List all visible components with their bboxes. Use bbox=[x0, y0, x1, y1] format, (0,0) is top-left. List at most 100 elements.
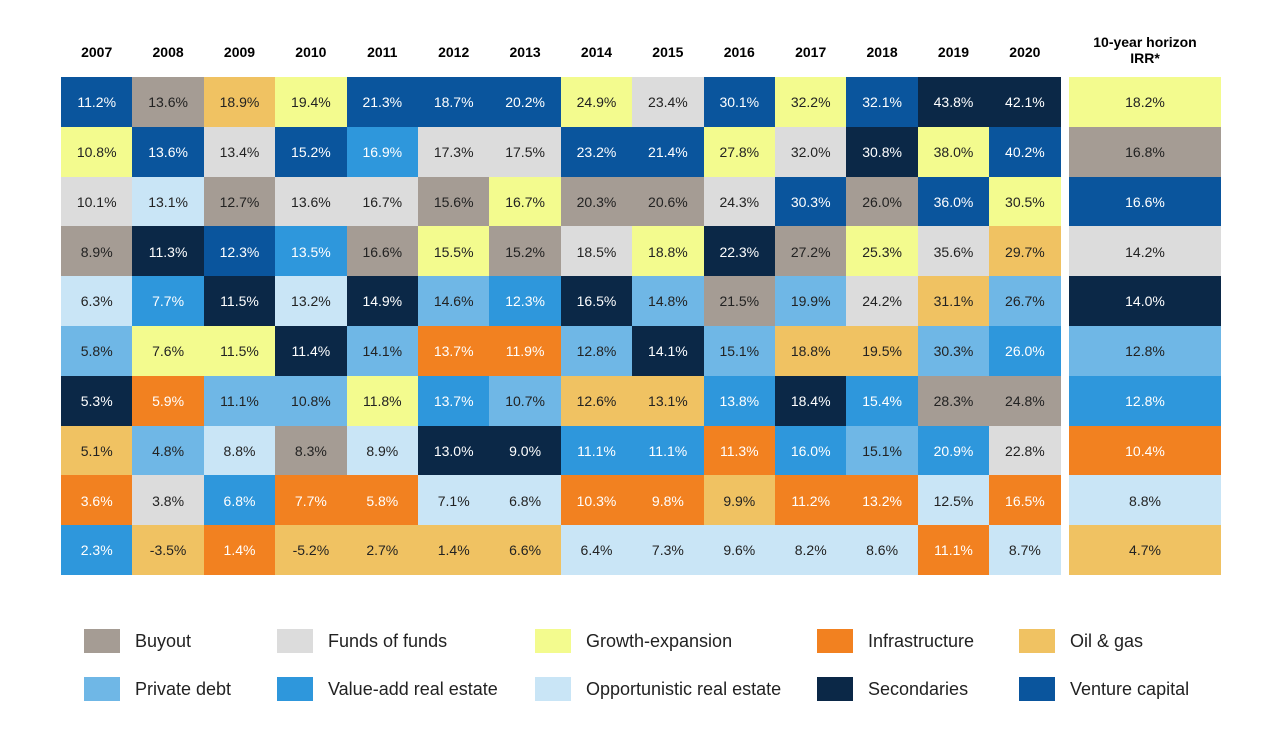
value-label: 16.6% bbox=[362, 243, 403, 260]
return-cell: 8.9% bbox=[61, 226, 133, 277]
value-label: 1.4% bbox=[437, 542, 470, 559]
value-label: 27.8% bbox=[719, 143, 760, 160]
return-cell: 15.6% bbox=[418, 176, 490, 227]
value-label: 11.9% bbox=[505, 343, 545, 360]
return-cell: 16.7% bbox=[489, 176, 561, 227]
return-cell: 11.9% bbox=[489, 326, 561, 377]
value-label: 3.6% bbox=[80, 492, 113, 509]
return-cell: 1.4% bbox=[418, 525, 490, 576]
return-cell: 27.8% bbox=[703, 126, 775, 178]
return-cell: 16.6% bbox=[346, 226, 418, 277]
value-label: 20.9% bbox=[933, 442, 974, 459]
return-cell: 4.7% bbox=[1069, 525, 1221, 576]
column-header: 2007 bbox=[81, 44, 113, 60]
return-cell: 13.2% bbox=[275, 276, 347, 327]
return-cell: 11.1% bbox=[203, 375, 276, 427]
return-cell: 20.9% bbox=[917, 425, 990, 476]
return-cell: 16.0% bbox=[775, 425, 847, 476]
return-cell: 11.4% bbox=[275, 326, 347, 377]
value-label: 30.8% bbox=[862, 143, 902, 160]
column-header: 2013 bbox=[509, 44, 541, 60]
value-label: 12.8% bbox=[1125, 392, 1165, 409]
value-label: 10.3% bbox=[576, 492, 617, 509]
return-cell: 11.3% bbox=[703, 425, 775, 476]
value-label: 17.5% bbox=[505, 143, 545, 160]
value-label: 2.3% bbox=[80, 542, 113, 559]
value-label: 14.2% bbox=[1125, 243, 1165, 260]
return-cell: 16.7% bbox=[346, 176, 418, 227]
value-label: 35.6% bbox=[933, 243, 974, 260]
return-cell: 15.1% bbox=[846, 425, 918, 476]
value-label: 15.5% bbox=[433, 243, 474, 260]
return-cell: 16.8% bbox=[1069, 126, 1221, 178]
column-header: 2010 bbox=[295, 44, 327, 60]
value-label: 13.0% bbox=[433, 442, 474, 459]
return-cell: 27.2% bbox=[775, 226, 847, 277]
return-cell: 2.3% bbox=[61, 525, 133, 576]
value-label: 7.7% bbox=[294, 492, 327, 509]
value-label: 24.3% bbox=[719, 193, 760, 210]
value-label: 18.8% bbox=[790, 343, 831, 360]
return-cell: 7.3% bbox=[632, 525, 704, 576]
value-label: 8.9% bbox=[366, 442, 399, 459]
legend-swatch bbox=[84, 677, 120, 701]
return-cell: 13.1% bbox=[132, 176, 204, 227]
return-cell: 19.4% bbox=[275, 77, 347, 128]
return-cell: 6.6% bbox=[489, 525, 561, 576]
value-label: 13.7% bbox=[433, 343, 474, 360]
return-cell: 18.8% bbox=[775, 326, 847, 377]
legend-swatch bbox=[1019, 677, 1055, 701]
value-label: 21.4% bbox=[648, 143, 688, 160]
return-cell: 36.0% bbox=[917, 176, 990, 227]
value-label: 14.9% bbox=[362, 293, 403, 310]
return-cell: 42.1% bbox=[989, 77, 1061, 128]
value-label: 13.8% bbox=[719, 392, 760, 409]
return-cell: 14.9% bbox=[346, 276, 418, 327]
return-cell: 20.2% bbox=[489, 77, 561, 128]
return-cell: 30.3% bbox=[775, 176, 847, 227]
return-cell: 11.1% bbox=[560, 425, 633, 476]
value-label: 19.9% bbox=[790, 293, 831, 310]
value-label: 10.8% bbox=[291, 392, 331, 409]
return-cell: 18.9% bbox=[203, 77, 276, 128]
value-label: 11.1% bbox=[648, 442, 688, 459]
value-label: 6.8% bbox=[509, 492, 542, 509]
value-label: 21.3% bbox=[362, 94, 403, 111]
return-cell: 18.8% bbox=[632, 226, 704, 277]
column-header: 2017 bbox=[795, 44, 827, 60]
column-header: 2018 bbox=[866, 44, 898, 60]
return-cell: 10.4% bbox=[1069, 425, 1221, 476]
value-label: 11.2% bbox=[791, 492, 831, 509]
value-label: 14.1% bbox=[648, 343, 688, 360]
return-cell: 43.8% bbox=[917, 77, 990, 128]
value-label: 30.3% bbox=[933, 343, 974, 360]
return-cell: 22.3% bbox=[703, 226, 775, 277]
value-label: 23.4% bbox=[648, 94, 688, 111]
return-cell: 26.0% bbox=[989, 326, 1061, 377]
return-cell: 5.3% bbox=[61, 375, 133, 427]
value-label: 23.2% bbox=[576, 143, 617, 160]
return-cell: 35.6% bbox=[917, 226, 990, 277]
value-label: 15.1% bbox=[862, 442, 902, 459]
value-label: 20.3% bbox=[576, 193, 617, 210]
return-cell: 24.8% bbox=[989, 375, 1061, 427]
value-label: 5.9% bbox=[152, 392, 185, 409]
return-cell: 10.8% bbox=[275, 375, 347, 427]
return-cell: 18.2% bbox=[1069, 77, 1221, 128]
value-label: 18.5% bbox=[576, 243, 617, 260]
value-label: 13.6% bbox=[148, 143, 188, 160]
value-label: 9.0% bbox=[509, 442, 542, 459]
value-label: 29.7% bbox=[1005, 243, 1045, 260]
value-label: 17.3% bbox=[433, 143, 474, 160]
legend-label: Growth-expansion bbox=[586, 631, 733, 651]
column-header: 10-year horizon IRR* bbox=[1093, 34, 1197, 66]
value-label: 16.7% bbox=[362, 193, 403, 210]
return-cell: 13.4% bbox=[203, 126, 276, 178]
value-label: 24.2% bbox=[862, 293, 902, 310]
return-cell: 11.8% bbox=[346, 375, 418, 427]
legend-swatch bbox=[277, 677, 313, 701]
value-label: 19.5% bbox=[862, 343, 902, 360]
legend-swatch bbox=[817, 629, 853, 653]
value-label: 13.5% bbox=[291, 243, 331, 260]
return-cell: 38.0% bbox=[917, 126, 990, 178]
